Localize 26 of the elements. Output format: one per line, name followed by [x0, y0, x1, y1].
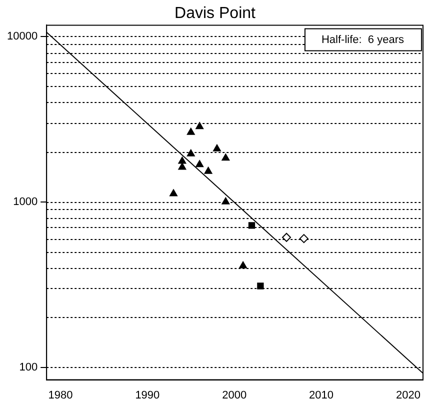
x-tick-label: 1990: [135, 389, 160, 402]
point: [239, 261, 248, 268]
x-tick-label: 2010: [309, 389, 334, 402]
x-tick-label: 2000: [222, 389, 247, 402]
chart-title: Davis Point: [174, 5, 256, 22]
point: [222, 197, 230, 204]
y-tick-label: 100: [19, 361, 38, 374]
point: [196, 160, 204, 168]
point: [186, 128, 195, 135]
point: [196, 122, 204, 130]
point: [299, 234, 308, 244]
point: [282, 232, 292, 242]
point: [186, 149, 195, 156]
point: [222, 154, 230, 161]
x-tick-label: 1980: [48, 389, 73, 402]
x-tick-label: 2020: [396, 389, 420, 402]
point: [257, 282, 264, 290]
point: [178, 162, 186, 170]
point: [170, 189, 178, 196]
point: [178, 156, 186, 164]
point: [213, 144, 221, 152]
y-tick-label: 1000: [13, 196, 38, 208]
point: [248, 222, 256, 229]
point: [204, 166, 212, 174]
y-tick-label: 10000: [6, 30, 38, 43]
annotation: Half-life: 6 years: [321, 34, 404, 46]
